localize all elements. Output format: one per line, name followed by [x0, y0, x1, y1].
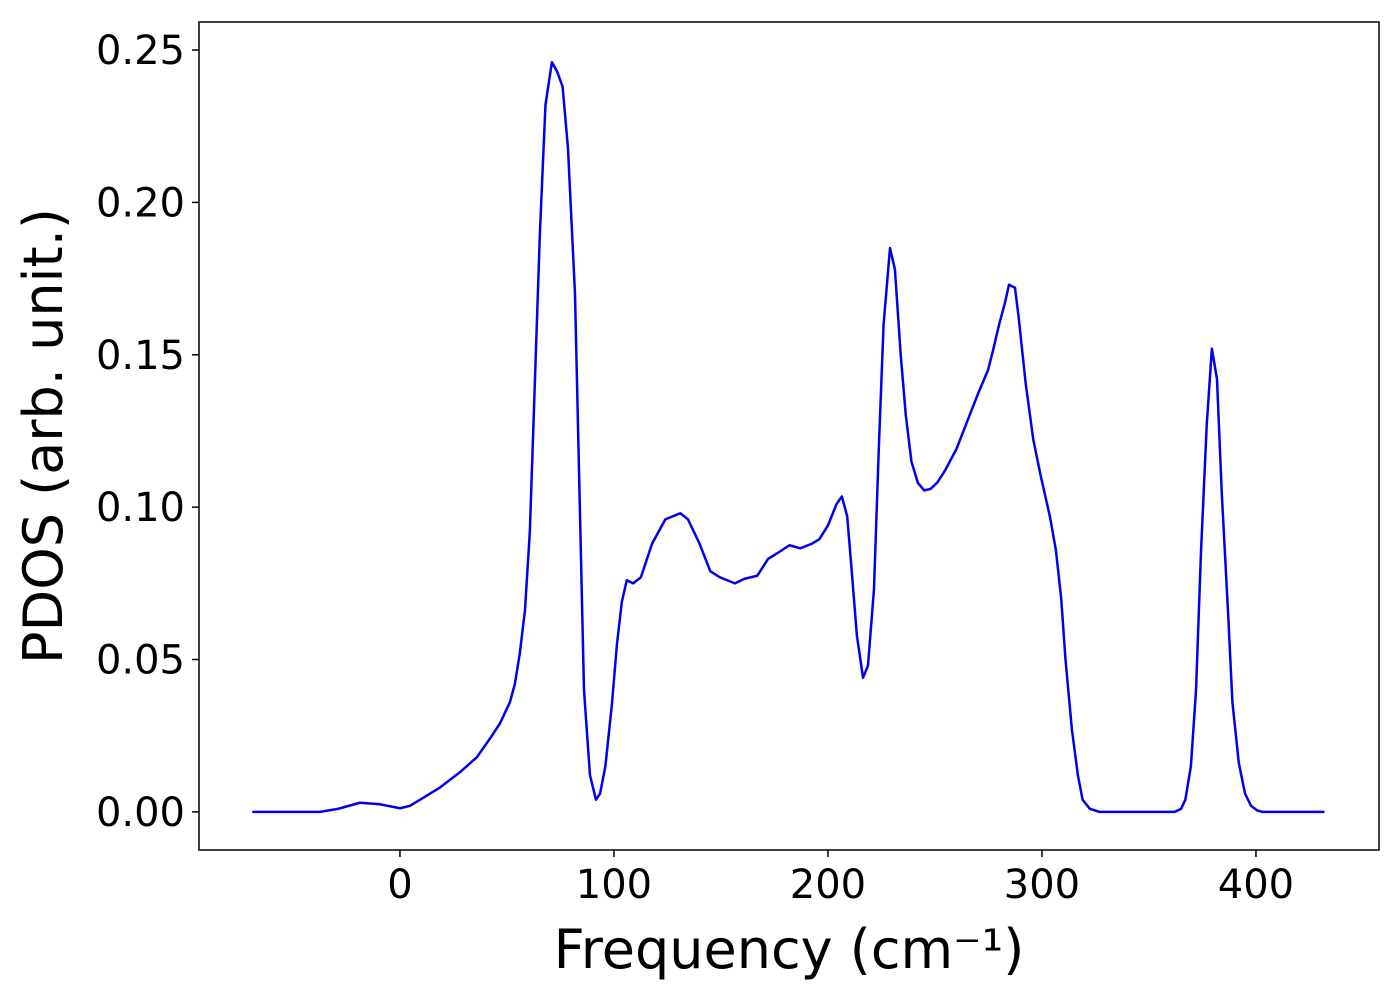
- x-tick-label: 400: [1218, 862, 1294, 908]
- y-tick-label: 0.10: [96, 485, 185, 531]
- y-tick-label: 0.25: [96, 28, 185, 74]
- x-axis-label: Frequency (cm⁻¹): [554, 918, 1025, 981]
- x-tick-label: 0: [387, 862, 412, 908]
- y-tick-label: 0.15: [96, 333, 185, 379]
- y-tick-label: 0.20: [96, 180, 185, 226]
- y-axis-label: PDOS (arb. unit.): [12, 208, 75, 664]
- y-tick-label: 0.05: [96, 638, 185, 684]
- y-tick-label: 0.00: [96, 790, 185, 836]
- x-tick-label: 300: [1004, 862, 1080, 908]
- plot-frame: [198, 21, 1380, 851]
- x-tick-label: 200: [790, 862, 866, 908]
- data-line: [252, 60, 1325, 814]
- x-tick-label: 100: [576, 862, 652, 908]
